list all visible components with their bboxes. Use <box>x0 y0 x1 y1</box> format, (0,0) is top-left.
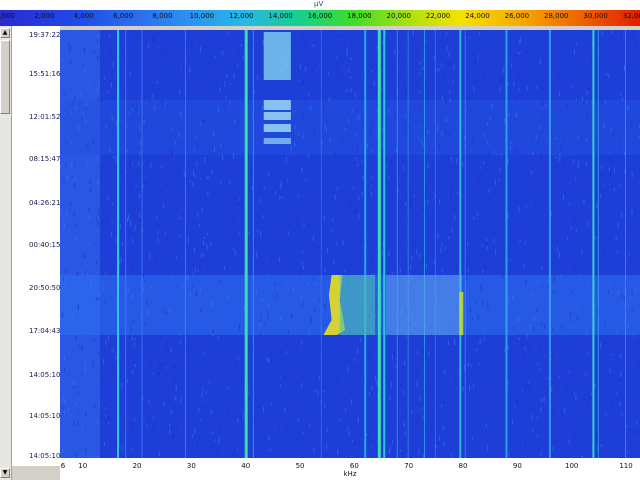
frequency-axis-label: 40 <box>241 462 251 470</box>
spectrogram-plot[interactable] <box>60 30 640 458</box>
frequency-axis-label: 70 <box>404 462 414 470</box>
frequency-axis-label: 110 <box>619 462 633 470</box>
frequency-axis-label: 6 <box>60 462 66 470</box>
colorbar-tick-label: 26,000 <box>504 12 530 20</box>
colorbar-tick-label: 28,000 <box>544 12 569 20</box>
time-axis-label: 14:05:10 <box>29 412 61 420</box>
colorbar-tick-label: 8,000 <box>152 12 173 20</box>
time-axis-label: 17:04:43 <box>29 327 61 335</box>
colorbar-tick-label: 4,000 <box>73 12 94 20</box>
frequency-axis-label: 60 <box>349 462 359 470</box>
frequency-axis-label: 20 <box>132 462 142 470</box>
frequency-axis-label: 10 <box>78 462 88 470</box>
signal-burst-top <box>263 32 291 144</box>
time-axis-label: 04:26:21 <box>29 199 61 207</box>
colorbar-tick-label: 30,000 <box>583 12 608 20</box>
time-axis-label: 14:05:10 <box>29 371 61 379</box>
time-axis-label: 14:05:10 <box>29 452 61 460</box>
colorbar-tick-label: 0,000 <box>0 12 16 20</box>
frequency-axis-label: 30 <box>186 462 196 470</box>
colorbar-tick-label: 6,000 <box>113 12 134 20</box>
colorbar-tick-label: 20,000 <box>386 12 412 20</box>
colorbar-tick-label: 22,000 <box>425 12 451 20</box>
colorbar-gradient <box>0 10 640 26</box>
colorbar-tick-label: 10,000 <box>189 12 215 20</box>
spectrogram-background <box>60 30 640 458</box>
time-axis-label: 19:37:22 <box>29 31 61 39</box>
frequency-axis-label: 100 <box>564 462 579 470</box>
noise-texture <box>60 30 640 458</box>
frequency-axis: kHz 6 10 20 30 40 50 60 70 80 90 100 110 <box>60 458 640 480</box>
colorbar-tick-label: 12,000 <box>229 12 254 20</box>
colorbar-tick-label: 18,000 <box>347 12 372 20</box>
colorbar-tick-label: 14,000 <box>268 12 293 20</box>
time-axis: 19:37:22 15:51:16 12:01:52 08:15:47 04:26:21… <box>12 26 60 466</box>
time-axis-label: 00:40:15 <box>29 241 61 249</box>
time-axis-label: 15:51:16 <box>29 70 61 78</box>
scroll-up-arrow-icon[interactable]: ▲ <box>0 28 10 38</box>
frequency-axis-label: 90 <box>512 462 522 470</box>
colorbar-tick-label: 2,000 <box>34 12 55 20</box>
time-axis-label: 08:15:47 <box>29 155 61 163</box>
frequency-axis-label: 80 <box>458 462 468 470</box>
colorbar-tick-label: 16,000 <box>307 12 333 20</box>
colorbar-tick-label: 32,000 <box>622 12 640 20</box>
colorbar-unit-label: µV <box>314 0 324 8</box>
vertical-scrollbar[interactable]: ▲ ▼ <box>0 26 12 480</box>
frequency-axis-unit: kHz <box>343 470 357 478</box>
colorbar-tick-label: 24,000 <box>465 12 490 20</box>
signal-burst-yellow <box>323 275 464 335</box>
time-axis-label: 12:01:52 <box>29 113 61 121</box>
scroll-down-arrow-icon[interactable]: ▼ <box>0 468 10 478</box>
carrier-lines <box>117 30 626 458</box>
time-axis-label: 20:50:50 <box>29 284 61 292</box>
amplitude-colorbar: µV 0,000 2,000 4,000 6,000 8,000 10,000 12,000… <box>0 0 640 26</box>
frequency-axis-label: 50 <box>295 462 305 470</box>
scrollbar-thumb[interactable] <box>0 40 10 114</box>
